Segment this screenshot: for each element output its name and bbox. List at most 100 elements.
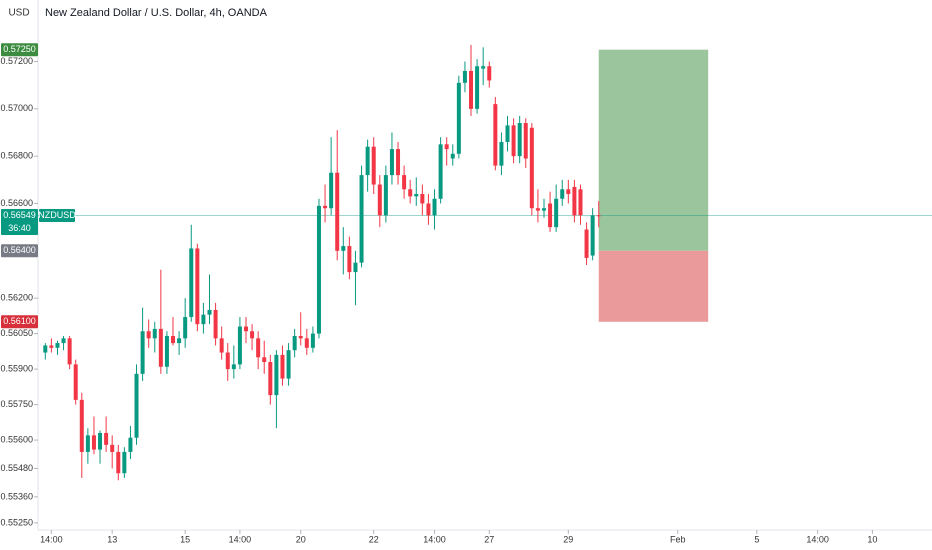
x-tick-label: 22 — [369, 534, 379, 544]
candle-body — [116, 451, 121, 474]
y-tick-label: 0.55250 — [0, 517, 33, 527]
candle-body — [475, 66, 480, 109]
candle-body — [128, 437, 133, 452]
candle-body — [237, 326, 242, 365]
entry-badge-label: 0.56400 — [3, 245, 36, 255]
candle-body — [450, 153, 455, 159]
candle-body — [79, 399, 84, 452]
candle-body — [73, 364, 78, 400]
candle-body — [219, 338, 224, 353]
candle-body — [469, 70, 474, 109]
stop-badge — [1, 315, 38, 329]
target-badge — [1, 43, 38, 57]
candle-body — [140, 331, 145, 374]
candle-body — [584, 229, 589, 258]
candle-body — [55, 343, 60, 348]
candle-body — [67, 338, 72, 365]
x-tick-label: 14:00 — [40, 534, 63, 544]
y-tick-label: 0.55600 — [0, 434, 33, 444]
candle-body — [517, 123, 522, 157]
y-tick-label: 0.56800 — [0, 151, 33, 161]
candle-body — [408, 189, 413, 197]
candle-body — [353, 262, 358, 273]
candle-body — [207, 309, 212, 315]
x-tick-label: 10 — [867, 534, 877, 544]
candle-body — [414, 194, 419, 197]
candle-body — [225, 352, 230, 370]
candle-body — [274, 354, 279, 396]
y-tick-label: 0.55360 — [0, 491, 33, 501]
candle-body — [444, 144, 449, 150]
stop-zone — [598, 250, 709, 322]
candle-body — [535, 208, 540, 211]
symbol-tag — [39, 209, 75, 223]
candle-body — [511, 125, 516, 157]
x-tick-label: 14:00 — [806, 534, 829, 544]
x-tick-label: 5 — [754, 534, 759, 544]
candle-body — [292, 335, 297, 351]
x-tick-label: 15 — [180, 534, 190, 544]
candle-body — [541, 208, 546, 211]
x-tick-label: 14:00 — [229, 534, 252, 544]
candle-body — [432, 198, 437, 216]
candle-body — [548, 203, 553, 228]
countdown: 36:40 — [8, 223, 31, 233]
candle-body — [316, 205, 321, 334]
candle-body — [231, 364, 236, 370]
candle-body — [560, 189, 565, 199]
candle-body — [158, 328, 163, 367]
y-tick-label: 0.56600 — [0, 198, 33, 208]
candle-body — [462, 70, 467, 83]
candle-body — [201, 314, 206, 325]
x-tick-label: Feb — [670, 534, 686, 544]
candle-body — [164, 335, 169, 367]
x-tick-label: 27 — [484, 534, 494, 544]
candle-body — [523, 123, 528, 159]
candle-body — [152, 328, 157, 339]
y-tick-label: 0.55900 — [0, 363, 33, 373]
candle-body — [529, 127, 534, 209]
candle-body — [481, 66, 486, 69]
candle-body — [85, 435, 90, 452]
candle-body — [243, 326, 248, 332]
symbol-label: NZDUSD — [38, 210, 76, 220]
candle-body — [456, 82, 461, 154]
x-tick-label: 14:00 — [423, 534, 446, 544]
candle-body — [377, 184, 382, 216]
candle-body — [122, 451, 127, 474]
candle-body — [420, 194, 425, 204]
candle-body — [493, 104, 498, 166]
entry-badge — [1, 244, 38, 258]
last-price-badge — [1, 209, 38, 236]
candle-body — [43, 345, 48, 353]
candle-body — [298, 335, 303, 339]
x-tick-label: 29 — [563, 534, 573, 544]
candle-body — [280, 354, 285, 379]
candle-body — [213, 309, 218, 339]
candle-body — [487, 66, 492, 81]
candle-body — [402, 175, 407, 190]
candle-body — [304, 338, 309, 348]
candle-body — [438, 144, 443, 199]
candle-body — [566, 189, 571, 195]
candle-body — [61, 338, 66, 344]
candle-body — [347, 246, 352, 273]
candle-body — [134, 373, 139, 438]
candle-body — [590, 215, 595, 256]
candle-body — [365, 146, 370, 176]
y-tick-label: 0.57000 — [0, 103, 33, 113]
candle-body — [371, 146, 376, 185]
candle-body — [499, 141, 504, 166]
candle-body — [554, 198, 559, 228]
candle-body — [286, 350, 291, 379]
candle-body — [396, 149, 401, 176]
candle-body — [268, 362, 273, 396]
y-tick-label: 0.56200 — [0, 293, 33, 303]
candle-body — [91, 435, 96, 450]
candle-body — [110, 444, 115, 452]
candle-body — [250, 331, 255, 339]
y-tick-label: 0.55750 — [0, 399, 33, 409]
candle-body — [183, 317, 188, 339]
